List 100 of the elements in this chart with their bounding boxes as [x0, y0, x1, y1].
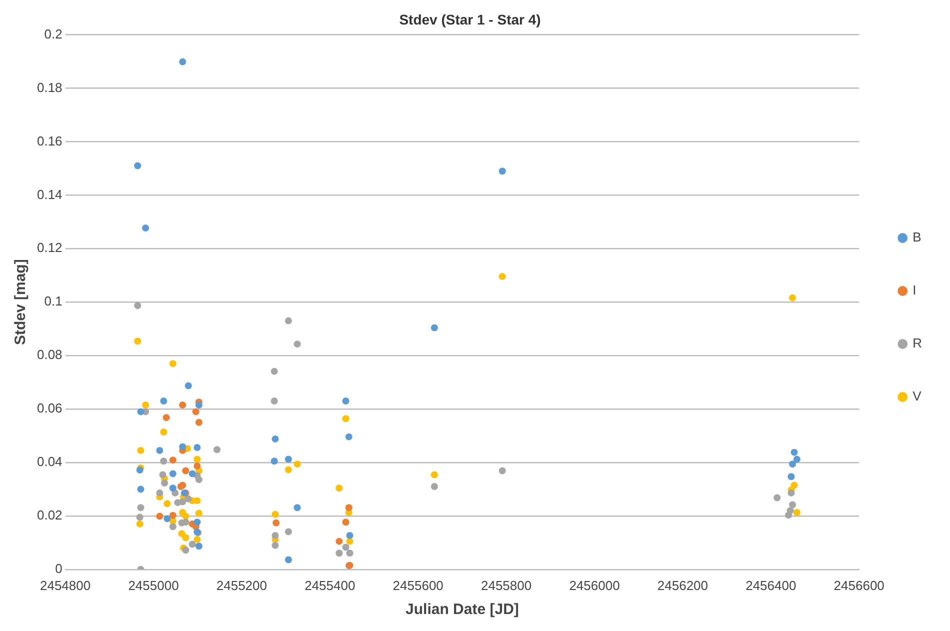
point: [182, 518, 190, 526]
point: [137, 408, 144, 416]
point: [169, 512, 176, 519]
point: [194, 518, 201, 526]
point: [195, 510, 202, 517]
y-tick-label: 0.2: [44, 26, 62, 42]
point: [169, 484, 176, 492]
point: [169, 360, 176, 368]
point: [294, 340, 301, 348]
point: [342, 415, 350, 422]
point: [272, 532, 279, 539]
point: [789, 460, 796, 468]
x-tick-label: 2455400: [304, 578, 356, 593]
point: [345, 504, 352, 512]
y-tick-label: 0.06: [36, 400, 62, 416]
point: [182, 534, 190, 542]
x-tick-label: 2456000: [569, 578, 620, 593]
legend-label: B: [912, 230, 922, 245]
x-tick-label: 2456400: [746, 578, 796, 593]
point: [164, 500, 171, 508]
point: [188, 470, 196, 478]
point: [294, 504, 301, 512]
point: [179, 443, 186, 450]
point: [160, 458, 168, 465]
point: [284, 317, 292, 324]
point: [179, 58, 186, 66]
y-axis-title: Stdev [mag]: [12, 259, 30, 346]
x-axis-title: Julian Date [JD]: [406, 601, 519, 618]
point: [179, 402, 186, 409]
point: [774, 494, 781, 502]
point: [789, 294, 796, 302]
point: [793, 456, 800, 463]
point: [136, 520, 144, 528]
point: [789, 501, 796, 508]
point: [192, 408, 200, 416]
point: [498, 272, 506, 280]
legend-label: V: [912, 388, 922, 404]
y-tick-label: 0.12: [36, 240, 62, 256]
point: [294, 460, 301, 468]
point: [142, 402, 150, 409]
y-tick-label: 0.14: [36, 186, 62, 202]
point: [184, 382, 192, 390]
point: [160, 398, 168, 404]
point: [342, 398, 350, 404]
point: [188, 540, 196, 548]
point: [156, 512, 164, 520]
y-tick-label: 0.18: [36, 80, 62, 95]
point: [336, 550, 343, 557]
x-tick-label: 2455800: [480, 578, 532, 593]
point: [134, 338, 142, 345]
point: [195, 542, 202, 550]
x-tick-label: 2456600: [834, 578, 884, 593]
point: [272, 542, 279, 549]
point: [284, 528, 292, 536]
point: [184, 495, 192, 502]
x-tick-label: 2456200: [657, 578, 708, 593]
point: [160, 428, 168, 436]
point: [159, 471, 166, 478]
point: [182, 512, 190, 520]
point: [346, 550, 354, 557]
point: [137, 504, 144, 512]
point: [214, 446, 221, 454]
chart-title: Stdev (Star 1 - Star 4): [399, 11, 541, 28]
x-tick-label: 2455600: [392, 578, 444, 593]
point: [194, 456, 201, 463]
point: [137, 486, 144, 493]
point: [788, 473, 795, 480]
point: [136, 514, 144, 521]
point: [430, 483, 438, 490]
point: [194, 536, 201, 543]
point: [162, 414, 170, 422]
point: [785, 512, 792, 519]
point: [788, 489, 795, 496]
point: [284, 556, 292, 564]
point: [790, 448, 798, 456]
point: [134, 162, 142, 170]
y-tick-label: 0.1: [44, 294, 62, 309]
point: [430, 471, 438, 478]
point: [270, 368, 278, 375]
y-tick-label: 0.04: [36, 454, 62, 470]
point: [272, 435, 279, 442]
y-tick-label: 0.16: [36, 133, 62, 148]
point: [179, 498, 186, 506]
point: [194, 462, 201, 470]
point: [336, 484, 343, 492]
point: [195, 402, 202, 409]
point: [272, 519, 280, 526]
point: [342, 544, 350, 551]
point: [194, 444, 201, 452]
point: [182, 546, 190, 554]
point: [284, 456, 292, 463]
point: [793, 508, 800, 516]
point: [137, 446, 144, 454]
point: [336, 538, 343, 545]
point: [272, 510, 279, 518]
y-tick-label: 0.08: [36, 347, 62, 362]
point: [195, 476, 202, 484]
point: [498, 168, 506, 175]
x-tick-label: 2455000: [128, 578, 179, 593]
point: [270, 458, 278, 465]
